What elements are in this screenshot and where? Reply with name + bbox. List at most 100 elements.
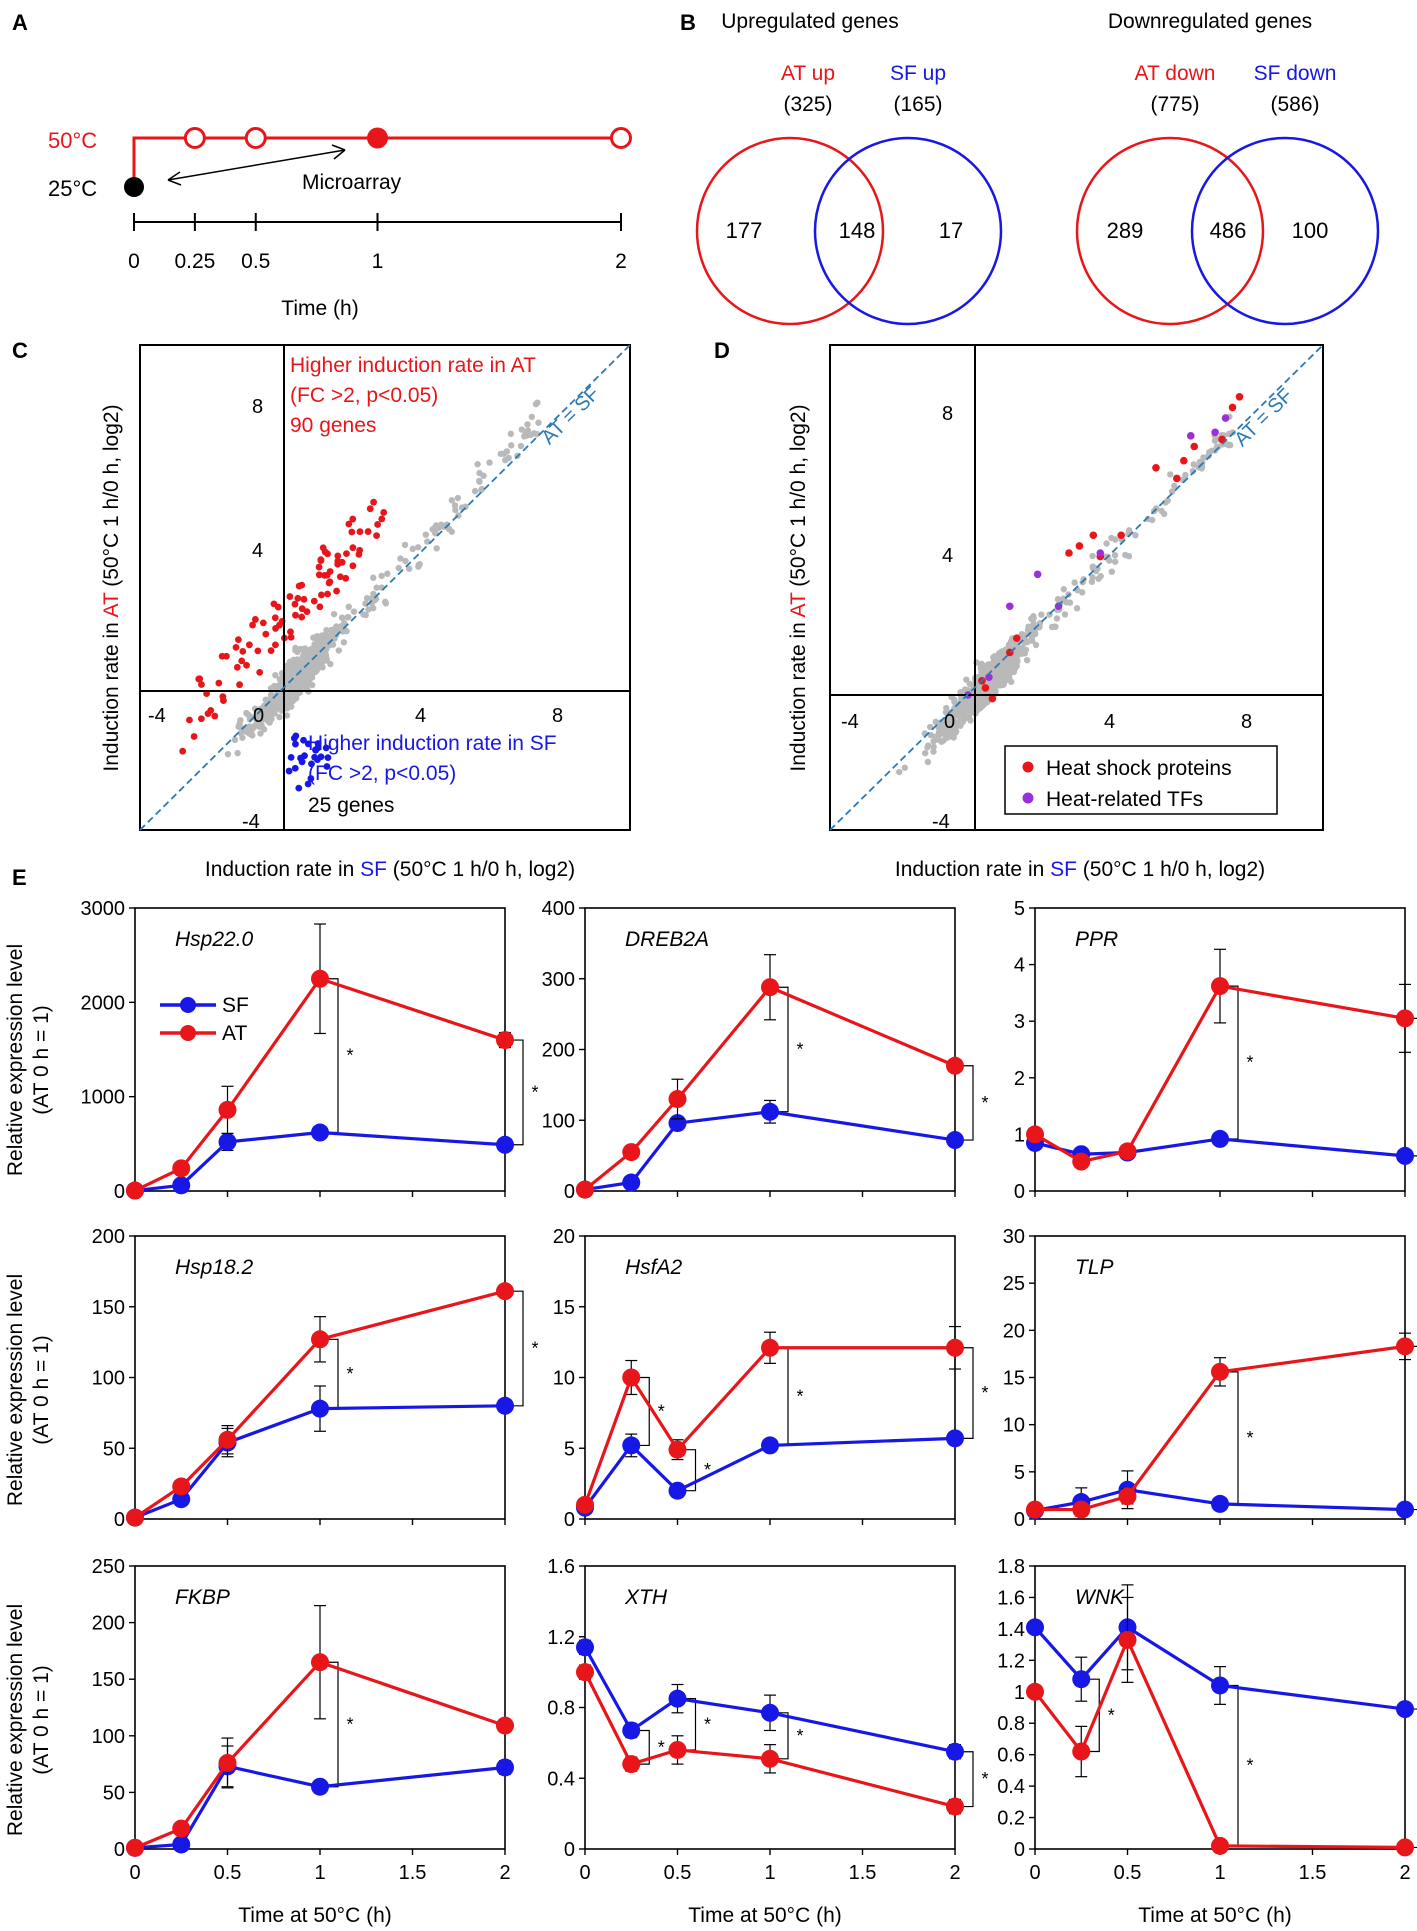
line-charts-panel: 0100020003000Hsp22.0**0100200300400DREB2… [81, 898, 1417, 1884]
y-tick-label: 5 [564, 1438, 575, 1460]
gene-point [406, 565, 413, 572]
gene-point [272, 672, 279, 679]
significance-star: * [1246, 1053, 1253, 1073]
gene-point [524, 427, 532, 434]
data-point [126, 1508, 144, 1527]
gene-point [290, 697, 297, 704]
gene-point [1103, 540, 1110, 547]
data-point [761, 1749, 779, 1768]
gene-point [524, 421, 531, 428]
gene-point [401, 541, 409, 549]
at-higher-gene-point [234, 636, 242, 643]
at-higher-gene-point [207, 707, 215, 714]
at-higher-gene-point [262, 630, 270, 638]
data-point [668, 1440, 687, 1459]
microarray-sample-point [367, 127, 388, 149]
data-point [218, 1753, 237, 1772]
gene-point [292, 644, 299, 652]
gene-point [1023, 656, 1031, 664]
gene-point [267, 709, 275, 716]
sf-higher-gene-point [307, 775, 315, 782]
y-tick-label: 15 [553, 1297, 575, 1319]
at-higher-gene-point [236, 681, 243, 689]
time-tick-label: 0 [128, 250, 140, 273]
gene-point [901, 764, 909, 771]
c-xlabel: Induction rate in SF (50°C 1 h/0 h, log2… [205, 858, 575, 881]
gene-point [922, 749, 929, 757]
y-tick-label: 0.4 [997, 1776, 1025, 1798]
chart-title: WNK [1075, 1586, 1125, 1609]
e-legend-at-marker [180, 1025, 196, 1041]
chart-title: DREB2A [625, 928, 709, 951]
at-higher-gene-point [370, 498, 377, 506]
at-higher-gene-point [186, 716, 193, 724]
chart-title: HsfA2 [625, 1256, 683, 1279]
gene-point [975, 698, 982, 705]
e-xlabel-col2: Time at 50°C (h) [688, 1904, 842, 1927]
data-point [496, 1396, 514, 1415]
venn-down: Downregulated genes AT down (775) SF dow… [1075, 10, 1380, 326]
d-xtick-0: 0 [944, 711, 955, 733]
gene-point [962, 708, 969, 715]
chart-title: XTH [624, 1586, 668, 1609]
data-point [1118, 1630, 1137, 1649]
open-sample-point [244, 127, 267, 149]
gene-point [996, 669, 1004, 677]
y-tick-label: 5 [1014, 1462, 1025, 1484]
gene-point [321, 645, 328, 653]
at-higher-gene-point [310, 597, 318, 605]
temp-high-label: 50°C [48, 128, 97, 153]
c-at-annot-2: (FC >2, p<0.05) [290, 384, 438, 407]
d-ytick-m4: -4 [932, 811, 950, 833]
y-tick-label: 200 [92, 1613, 125, 1635]
y-tick-label: 50 [103, 1438, 125, 1460]
gene-point [517, 442, 525, 450]
gene-point [992, 687, 999, 694]
at-higher-gene-point [256, 669, 264, 676]
plot-frame [1034, 1565, 1406, 1850]
start-point-marker [124, 177, 144, 197]
data-point [576, 1495, 594, 1514]
data-point [1072, 1670, 1091, 1689]
gene-point [521, 433, 528, 440]
significance-bracket [963, 1065, 974, 1141]
gene-point [1063, 599, 1070, 606]
y-tick-label: 2000 [81, 992, 126, 1014]
gene-point [299, 677, 306, 684]
heat-shock-protein-point [1089, 531, 1098, 540]
data-point [496, 1031, 514, 1050]
venn-down-left-count: (775) [1150, 93, 1199, 116]
sf-higher-gene-point [291, 764, 299, 772]
gene-point [300, 669, 307, 676]
venn-down-only-at: 289 [1107, 218, 1144, 243]
series-sf [576, 1638, 964, 1761]
gene-point [978, 668, 985, 676]
heat-shock-protein-point [1173, 474, 1181, 483]
y-tick-label: 0 [1014, 1181, 1025, 1203]
panel-label-d: D [714, 338, 730, 363]
gene-point [448, 528, 456, 535]
gene-point [938, 738, 945, 745]
gene-point [360, 611, 367, 618]
x-tick-label: 1 [764, 1862, 775, 1884]
gene-point [363, 594, 371, 602]
y-tick-label: 400 [542, 898, 575, 920]
gene-point [1073, 605, 1081, 612]
gene-point [414, 544, 422, 551]
y-tick-label: 10 [553, 1368, 575, 1390]
significance-star: * [981, 1383, 988, 1403]
e-legend-at-label: AT [222, 1022, 247, 1045]
at-higher-gene-point [196, 675, 204, 683]
gene-point [932, 718, 939, 726]
heat-shock-protein-point [1180, 456, 1188, 465]
gene-point [963, 676, 970, 683]
venn-up-title: Upregulated genes [721, 10, 898, 33]
gene-point [528, 413, 535, 421]
y-tick-label: 100 [92, 1726, 125, 1748]
data-point [668, 1090, 687, 1109]
gene-point [345, 603, 352, 611]
at-higher-gene-point [336, 573, 344, 581]
c-xtick-8: 8 [552, 705, 563, 727]
gene-point [370, 604, 377, 612]
gene-point [314, 641, 321, 649]
